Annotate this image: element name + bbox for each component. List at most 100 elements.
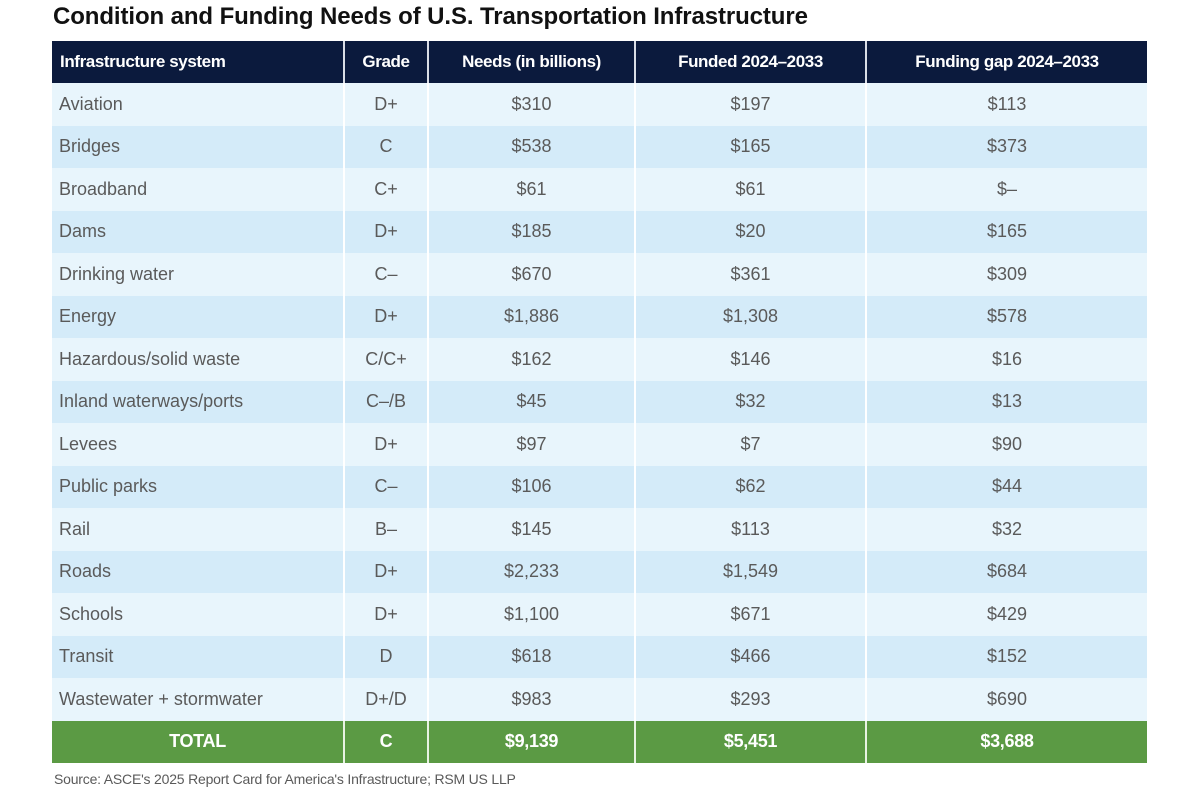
cell-grade: C–	[343, 465, 428, 508]
cell-gap: $90	[865, 423, 1147, 466]
cell-needs: $2,233	[427, 550, 635, 593]
table-row: Public parks C– $106 $62 $44	[52, 465, 1147, 508]
table-row: Aviation D+ $310 $197 $113	[52, 83, 1147, 126]
cell-system: Wastewater + stormwater	[52, 678, 344, 721]
cell-needs: $162	[427, 338, 635, 381]
cell-gap: $113	[865, 83, 1147, 126]
cell-system: Dams	[52, 210, 344, 253]
cell-funded: $671	[634, 593, 866, 636]
table-row: Energy D+ $1,886 $1,308 $578	[52, 295, 1147, 338]
cell-needs: $185	[427, 210, 635, 253]
cell-system: Energy	[52, 295, 344, 338]
table-row: Wastewater + stormwater D+/D $983 $293 $690	[52, 678, 1147, 721]
infrastructure-table: Infrastructure system Grade Needs (in bi…	[52, 41, 1147, 763]
column-header-needs: Needs (in billions)	[427, 41, 635, 83]
cell-funded: $293	[634, 678, 866, 721]
cell-funded: $361	[634, 253, 866, 296]
cell-gap: $13	[865, 380, 1147, 423]
total-label: TOTAL	[52, 720, 344, 763]
cell-system: Rail	[52, 508, 344, 551]
cell-system: Bridges	[52, 125, 344, 168]
total-needs: $9,139	[427, 720, 635, 763]
cell-system: Roads	[52, 550, 344, 593]
cell-system: Schools	[52, 593, 344, 636]
cell-needs: $310	[427, 83, 635, 126]
cell-gap: $44	[865, 465, 1147, 508]
cell-gap: $–	[865, 168, 1147, 211]
table-row: Broadband C+ $61 $61 $–	[52, 168, 1147, 211]
table-row: Inland waterways/ports C–/B $45 $32 $13	[52, 380, 1147, 423]
table-row: Hazardous/solid waste C/C+ $162 $146 $16	[52, 338, 1147, 381]
cell-grade: D+	[343, 593, 428, 636]
cell-needs: $106	[427, 465, 635, 508]
cell-system: Public parks	[52, 465, 344, 508]
cell-gap: $165	[865, 210, 1147, 253]
column-header-grade: Grade	[343, 41, 428, 83]
cell-gap: $690	[865, 678, 1147, 721]
cell-grade: C	[343, 125, 428, 168]
cell-gap: $578	[865, 295, 1147, 338]
total-row: TOTAL C $9,139 $5,451 $3,688	[52, 720, 1147, 763]
table-row: Roads D+ $2,233 $1,549 $684	[52, 550, 1147, 593]
cell-needs: $618	[427, 635, 635, 678]
cell-gap: $373	[865, 125, 1147, 168]
table-row: Rail B– $145 $113 $32	[52, 508, 1147, 551]
cell-system: Aviation	[52, 83, 344, 126]
table-row: Transit D $618 $466 $152	[52, 635, 1147, 678]
cell-funded: $466	[634, 635, 866, 678]
total-grade: C	[343, 720, 428, 763]
cell-funded: $20	[634, 210, 866, 253]
cell-grade: D+	[343, 423, 428, 466]
column-header-system: Infrastructure system	[52, 41, 344, 83]
cell-needs: $1,886	[427, 295, 635, 338]
cell-funded: $113	[634, 508, 866, 551]
cell-gap: $309	[865, 253, 1147, 296]
cell-gap: $152	[865, 635, 1147, 678]
cell-needs: $538	[427, 125, 635, 168]
cell-funded: $197	[634, 83, 866, 126]
cell-funded: $7	[634, 423, 866, 466]
cell-needs: $145	[427, 508, 635, 551]
cell-grade: D	[343, 635, 428, 678]
cell-system: Levees	[52, 423, 344, 466]
cell-grade: C+	[343, 168, 428, 211]
cell-needs: $670	[427, 253, 635, 296]
cell-system: Broadband	[52, 168, 344, 211]
cell-grade: D+	[343, 83, 428, 126]
cell-grade: D+	[343, 295, 428, 338]
cell-needs: $45	[427, 380, 635, 423]
cell-gap: $684	[865, 550, 1147, 593]
table-body: Aviation D+ $310 $197 $113 Bridges C $538 $165 $3…	[52, 83, 1147, 721]
total-funded: $5,451	[634, 720, 866, 763]
cell-grade: C/C+	[343, 338, 428, 381]
cell-grade: D+	[343, 550, 428, 593]
table-row: Schools D+ $1,100 $671 $429	[52, 593, 1147, 636]
cell-grade: C–	[343, 253, 428, 296]
cell-needs: $97	[427, 423, 635, 466]
cell-system: Drinking water	[52, 253, 344, 296]
cell-funded: $1,549	[634, 550, 866, 593]
cell-gap: $32	[865, 508, 1147, 551]
cell-funded: $165	[634, 125, 866, 168]
cell-gap: $16	[865, 338, 1147, 381]
source-note: Source: ASCE's 2025 Report Card for Amer…	[54, 771, 516, 787]
cell-needs: $1,100	[427, 593, 635, 636]
cell-system: Transit	[52, 635, 344, 678]
table-row: Dams D+ $185 $20 $165	[52, 210, 1147, 253]
column-header-funded: Funded 2024–2033	[634, 41, 866, 83]
table-row: Bridges C $538 $165 $373	[52, 125, 1147, 168]
cell-funded: $1,308	[634, 295, 866, 338]
cell-gap: $429	[865, 593, 1147, 636]
total-gap: $3,688	[865, 720, 1147, 763]
cell-funded: $146	[634, 338, 866, 381]
cell-system: Hazardous/solid waste	[52, 338, 344, 381]
table-row: Levees D+ $97 $7 $90	[52, 423, 1147, 466]
cell-funded: $61	[634, 168, 866, 211]
cell-grade: D+	[343, 210, 428, 253]
table-title: Condition and Funding Needs of U.S. Tran…	[53, 3, 808, 30]
column-header-gap: Funding gap 2024–2033	[865, 41, 1147, 83]
cell-system: Inland waterways/ports	[52, 380, 344, 423]
cell-grade: C–/B	[343, 380, 428, 423]
header-row: Infrastructure system Grade Needs (in bi…	[52, 41, 1147, 83]
